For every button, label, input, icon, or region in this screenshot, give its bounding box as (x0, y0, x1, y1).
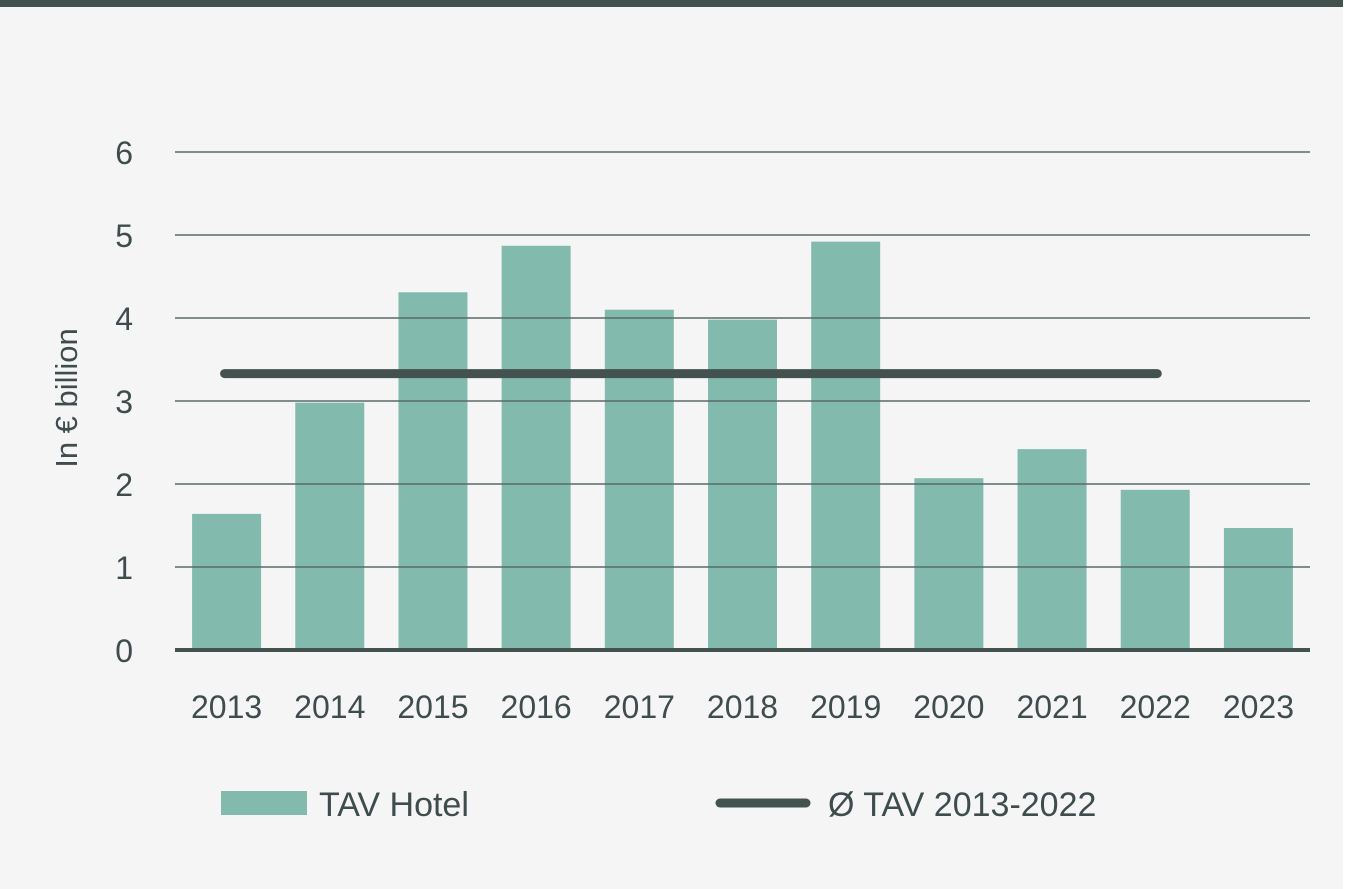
y-axis-label: In € billion (49, 328, 84, 468)
bar-2017 (604, 309, 674, 648)
x-tick-label: 2023 (1223, 689, 1294, 725)
legend-label-line: Ø TAV 2013-2022 (828, 786, 1096, 824)
x-tick-labels: 2013 2014 2015 2016 2017 2018 2019 2020 2021 2022… (191, 689, 1294, 725)
y-tick-label: 2 (115, 467, 133, 503)
legend-label-bar: TAV Hotel (319, 786, 469, 824)
gridlines (175, 151, 1310, 652)
bar-2023 (1223, 527, 1293, 648)
bar-2016 (501, 245, 571, 649)
x-tick-label: 2020 (913, 689, 984, 725)
x-tick-label: 2019 (810, 689, 881, 725)
y-tick-label: 4 (115, 301, 133, 337)
x-tick-label: 2013 (191, 689, 262, 725)
x-tick-label: 2015 (397, 689, 468, 725)
y-tick-label: 5 (115, 218, 133, 254)
legend: TAV Hotel Ø TAV 2013-2022 (221, 786, 1096, 824)
bar-2020 (914, 478, 984, 648)
x-tick-label: 2021 (1016, 689, 1087, 725)
legend-swatch-bar (221, 791, 307, 815)
x-tick-label: 2016 (501, 689, 572, 725)
y-tick-labels: 0 1 2 3 4 5 6 (115, 135, 133, 669)
x-tick-label: 2017 (604, 689, 675, 725)
y-tick-label: 6 (115, 135, 133, 171)
bar-2015 (398, 292, 468, 648)
bar-2014 (295, 402, 365, 648)
bar-2021 (1017, 449, 1087, 648)
y-tick-label: 0 (115, 633, 133, 669)
bar-2013 (192, 513, 262, 648)
y-tick-label: 3 (115, 384, 133, 420)
bars (192, 241, 1293, 649)
y-tick-label: 1 (115, 550, 133, 586)
bar-2019 (811, 241, 881, 648)
x-tick-label: 2018 (707, 689, 778, 725)
right-edge (1343, 0, 1347, 889)
x-tick-label: 2022 (1120, 689, 1191, 725)
top-border (0, 0, 1343, 7)
x-tick-label: 2014 (294, 689, 365, 725)
bar-2022 (1120, 489, 1190, 648)
